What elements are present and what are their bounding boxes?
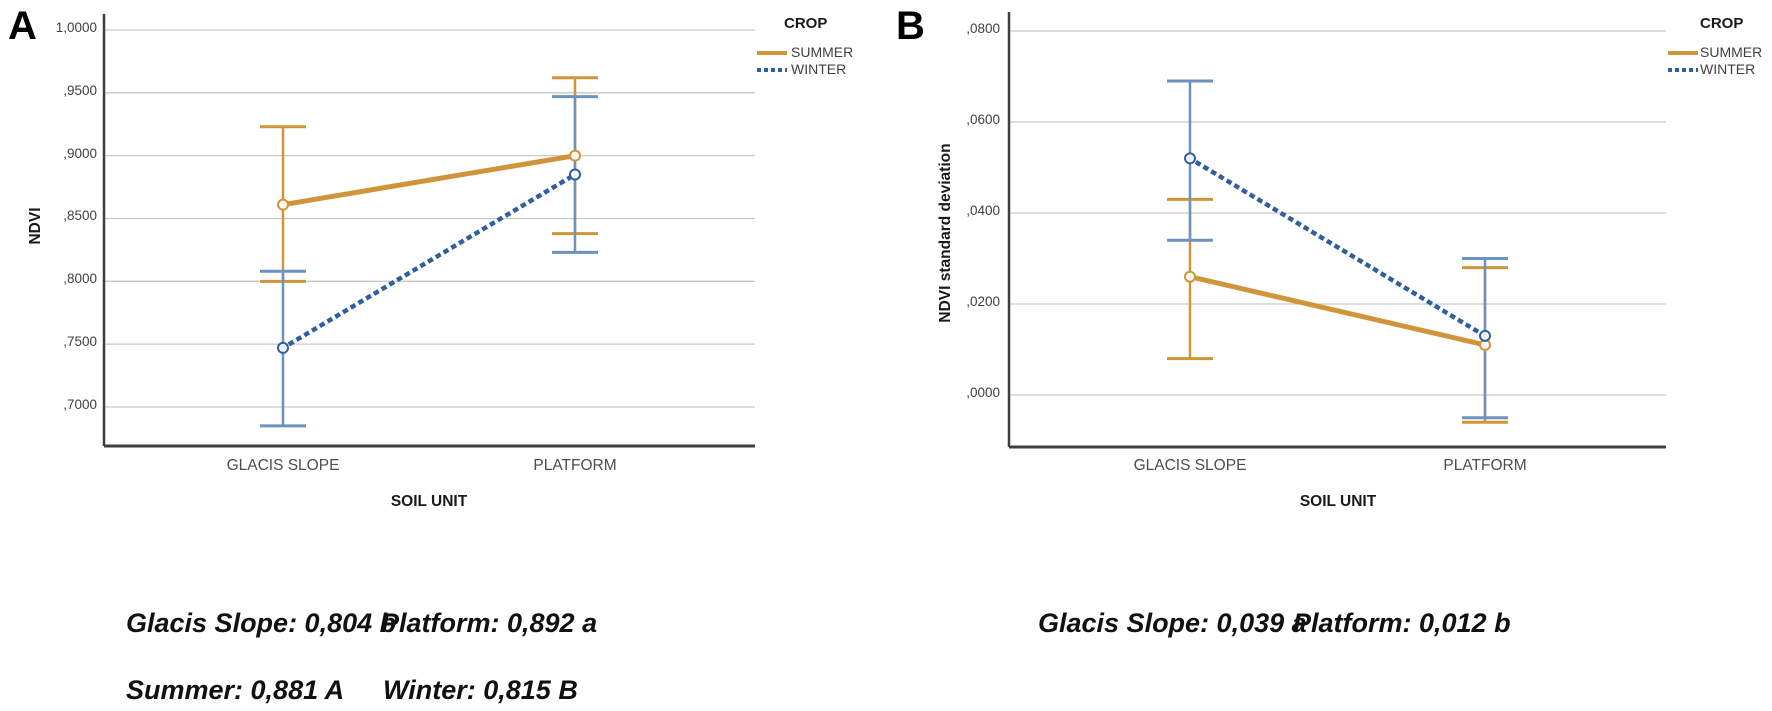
y-tick-label: ,7500: [63, 334, 97, 349]
summer-swatch-line: [757, 51, 787, 55]
winter-swatch-line: [1668, 68, 1698, 72]
y-tick-label: ,9000: [63, 146, 97, 161]
annotation-summer-a: Summer: 0,881 A: [126, 675, 345, 705]
marker-summer: [1184, 270, 1196, 283]
y-tick-label: ,0600: [966, 112, 1000, 127]
y-tick-label: ,8000: [63, 271, 97, 286]
marker-winter: [1479, 329, 1491, 342]
annotation-winter-a: Winter: 0,815 B: [383, 675, 578, 705]
y-tick-label: ,0400: [966, 203, 1000, 218]
marker-summer: [569, 149, 581, 162]
legend-title-a: CROP: [784, 15, 828, 32]
annotation-glacis-a: Glacis Slope: 0,804 b: [126, 608, 397, 638]
summer-swatch-line: [1668, 51, 1698, 55]
x-category-label: GLACIS SLOPE: [226, 457, 340, 474]
marker-summer: [277, 198, 289, 211]
marker-winter: [1184, 152, 1196, 165]
y-tick-label: ,0200: [966, 294, 1000, 309]
y-tick-label: ,0800: [966, 21, 1000, 36]
marker-winter: [277, 341, 289, 354]
legend-item-summer: SUMMER: [1700, 44, 1763, 60]
x-category-label: GLACIS SLOPE: [1133, 457, 1247, 474]
winter-swatch-line: [757, 68, 787, 72]
y-tick-label: 1,0000: [55, 20, 97, 35]
series-line-winter: [279, 171, 579, 352]
annotation-glacis-b: Glacis Slope: 0,039 a: [1038, 608, 1307, 638]
annotation-platform-b: Platform: 0,012 b: [1293, 608, 1511, 638]
annotation-platform-a: Platform: 0,892 a: [381, 608, 598, 638]
x-category-label: PLATFORM: [533, 457, 617, 474]
series-line-summer: [1189, 274, 1486, 348]
y-tick-label: ,7000: [63, 397, 97, 412]
legend-item-winter: WINTER: [1700, 61, 1756, 77]
x-category-label: PLATFORM: [1443, 457, 1527, 474]
panel-a-label: A: [8, 4, 37, 48]
legend-item-summer: SUMMER: [791, 44, 854, 60]
y-tick-label: ,9500: [63, 83, 97, 98]
y-tick-label: ,8500: [63, 208, 97, 223]
panel-b-label: B: [896, 4, 925, 48]
legend-title-b: CROP: [1700, 15, 1744, 32]
legend-item-winter: WINTER: [791, 61, 847, 77]
series-line-summer: [282, 153, 576, 208]
x-axis-title-b: SOIL UNIT: [1299, 493, 1377, 510]
marker-winter: [569, 168, 581, 181]
x-axis-title-a: SOIL UNIT: [390, 493, 468, 510]
y-tick-label: ,0000: [966, 385, 1000, 400]
series-line-winter: [1186, 155, 1489, 339]
line-chart-svg: [102, 12, 1666, 449]
